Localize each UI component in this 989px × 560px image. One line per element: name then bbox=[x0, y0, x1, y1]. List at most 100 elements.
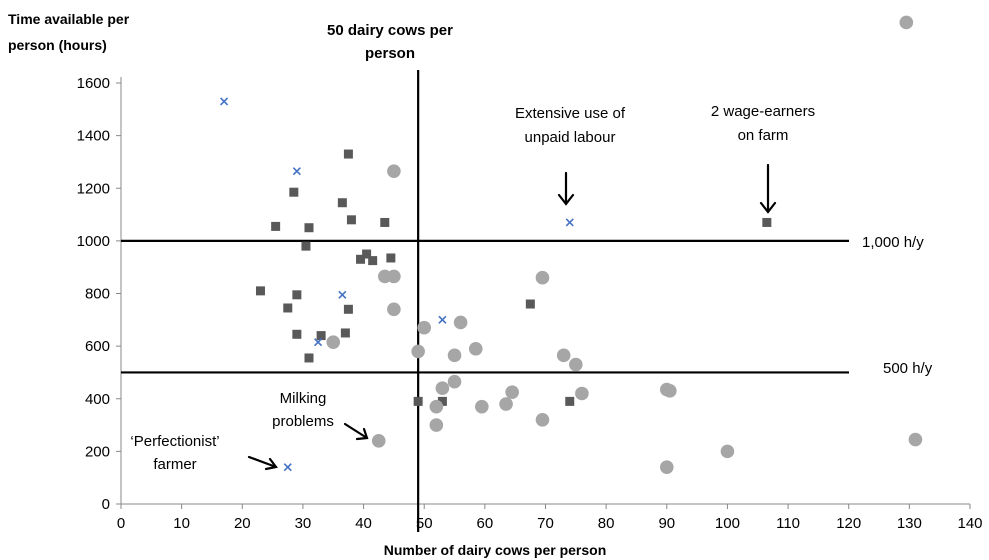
square-point bbox=[762, 217, 772, 227]
cross-point bbox=[292, 167, 301, 176]
text-labels: Time available per person (hours) Number… bbox=[8, 11, 933, 558]
cross-point bbox=[220, 97, 229, 106]
ref-line-label-1000: 1,000 h/y bbox=[862, 234, 924, 251]
x-tick-label: 100 bbox=[715, 515, 740, 532]
square-point bbox=[340, 328, 350, 338]
milking-label-line-2: problems bbox=[272, 413, 334, 430]
square-point bbox=[304, 353, 314, 363]
wage-label-line-1: 2 wage-earners bbox=[711, 103, 815, 120]
square-point bbox=[368, 256, 378, 266]
cross-point bbox=[314, 338, 323, 347]
circle-point bbox=[429, 399, 444, 414]
circle-point bbox=[435, 381, 450, 396]
y-tick-label: 0 bbox=[102, 496, 110, 513]
cross-point bbox=[283, 463, 292, 472]
square-point bbox=[386, 253, 396, 263]
y-tick-label: 1000 bbox=[77, 233, 110, 250]
square-point bbox=[413, 396, 423, 406]
circle-point bbox=[387, 269, 401, 284]
square-point bbox=[525, 299, 535, 309]
x-tick-label: 40 bbox=[355, 515, 372, 532]
square-point bbox=[343, 304, 353, 314]
x-tick-label: 110 bbox=[776, 515, 800, 532]
y-axis-title-line-2: person (hours) bbox=[8, 37, 107, 53]
y-tick-label: 1600 bbox=[77, 75, 110, 92]
square-point bbox=[304, 223, 314, 233]
y-tick-label: 1200 bbox=[77, 180, 110, 197]
perfectionist-label-line-1: ‘Perfectionist’ bbox=[130, 433, 219, 450]
wage-label-line-2: on farm bbox=[738, 127, 789, 144]
circle-point bbox=[387, 164, 401, 178]
circle-point bbox=[569, 357, 583, 372]
square-point bbox=[292, 329, 302, 339]
x-tick-label: 30 bbox=[295, 515, 312, 532]
y-tick-label: 800 bbox=[85, 286, 110, 303]
circle-point bbox=[505, 385, 519, 399]
x-tick-label: 50 bbox=[416, 515, 433, 532]
milking-label-line-1: Milking bbox=[280, 390, 327, 407]
x-tick-label: 130 bbox=[897, 515, 922, 532]
data-points bbox=[220, 15, 923, 474]
reference-lines bbox=[121, 70, 849, 532]
circle-point bbox=[908, 432, 923, 447]
axes: 0 10 20 30 40 50 60 70 80 90 100 110 120 130 140020040… bbox=[77, 75, 983, 532]
cross-point bbox=[565, 218, 574, 227]
circle-point bbox=[499, 397, 513, 411]
y-tick-label: 200 bbox=[85, 443, 110, 460]
circle-point bbox=[556, 348, 571, 363]
circle-point bbox=[475, 399, 489, 414]
square-point bbox=[565, 396, 575, 406]
x-tick-label: 0 bbox=[117, 515, 125, 532]
extensive-label-line-1: Extensive use of bbox=[515, 105, 626, 122]
y-tick-label: 1400 bbox=[77, 128, 110, 145]
circle-point bbox=[411, 344, 425, 359]
cross-point bbox=[338, 290, 347, 299]
circle-point bbox=[387, 302, 401, 317]
circle-point bbox=[429, 418, 444, 432]
vertical-line-label-line-2: person bbox=[365, 45, 415, 62]
x-tick-label: 70 bbox=[537, 515, 554, 532]
circle-point bbox=[659, 460, 674, 474]
extensive-label-line-2: unpaid labour bbox=[525, 129, 616, 146]
square-point bbox=[283, 303, 293, 313]
y-tick-label: 400 bbox=[85, 391, 110, 408]
x-tick-label: 90 bbox=[658, 515, 675, 532]
square-point bbox=[362, 249, 372, 259]
square-point bbox=[316, 331, 326, 341]
arrow-extensive bbox=[557, 171, 575, 206]
square-point bbox=[337, 198, 347, 208]
square-point bbox=[292, 290, 302, 300]
circle-point bbox=[663, 384, 677, 398]
square-point bbox=[346, 215, 356, 225]
circle-point bbox=[535, 270, 550, 285]
circle-point bbox=[326, 335, 341, 349]
x-tick-label: 80 bbox=[598, 515, 615, 532]
annotation-arrows bbox=[247, 163, 777, 471]
x-axis-title: Number of dairy cows per person bbox=[384, 542, 607, 558]
arrow-wage-earners bbox=[759, 163, 777, 214]
circle-point bbox=[720, 444, 735, 459]
ref-line-label-500: 500 h/y bbox=[883, 360, 933, 377]
vertical-line-label-line-1: 50 dairy cows per bbox=[327, 22, 453, 39]
square-point bbox=[356, 254, 366, 264]
x-tick-label: 20 bbox=[234, 515, 251, 532]
x-tick-label: 60 bbox=[477, 515, 494, 532]
circle-point bbox=[575, 386, 589, 401]
square-point bbox=[437, 396, 447, 406]
circle-point bbox=[371, 434, 386, 448]
perfectionist-label-line-2: farmer bbox=[153, 456, 196, 473]
square-point bbox=[380, 217, 390, 227]
arrow-perfectionist bbox=[247, 455, 278, 471]
circle-point bbox=[417, 320, 432, 335]
y-tick-label: 600 bbox=[85, 338, 110, 355]
circle-point bbox=[468, 341, 483, 356]
circle-point bbox=[535, 413, 550, 427]
square-point bbox=[255, 286, 265, 296]
square-point bbox=[271, 221, 281, 231]
arrow-milking bbox=[343, 422, 369, 441]
square-point bbox=[289, 187, 299, 197]
x-tick-label: 10 bbox=[173, 515, 190, 532]
x-tick-label: 120 bbox=[836, 515, 861, 532]
x-tick-label: 140 bbox=[957, 515, 982, 532]
